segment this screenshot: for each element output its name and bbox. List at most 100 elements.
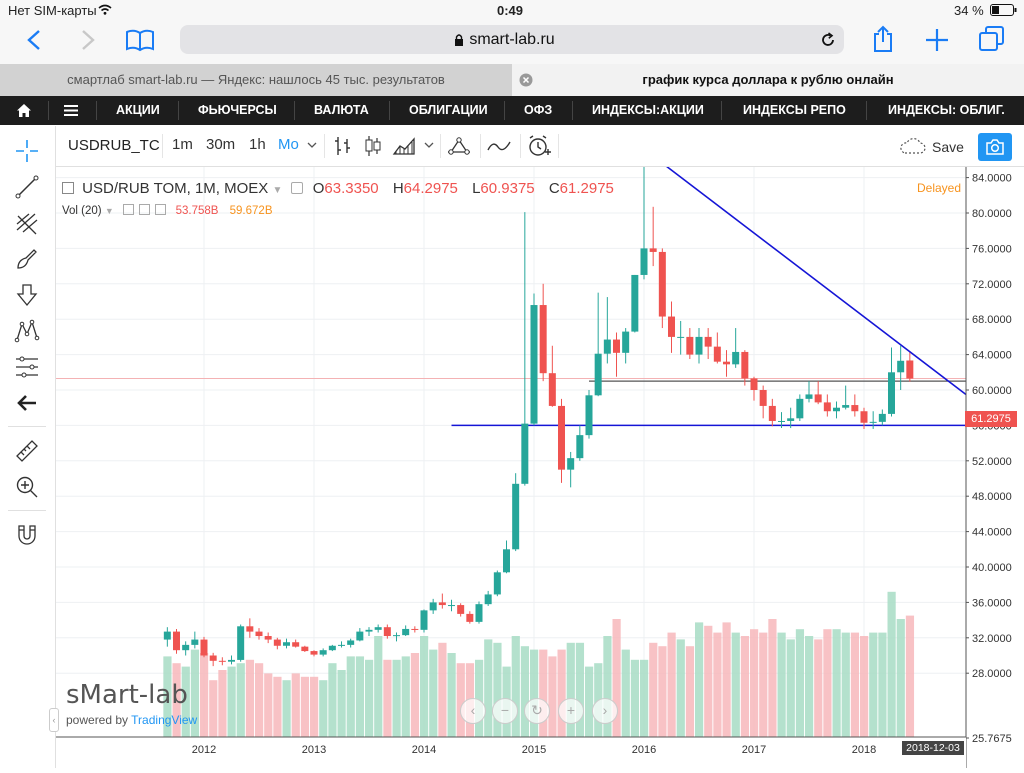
chevron-down-icon[interactable]	[307, 141, 317, 149]
price-tick-label: 36.0000	[972, 597, 1012, 609]
reload-icon[interactable]	[820, 32, 836, 48]
menu-item-bonds[interactable]: ОБЛИГАЦИИ	[409, 103, 488, 117]
chevron-down-icon[interactable]: ▼	[104, 206, 114, 216]
volume-bar	[823, 629, 832, 738]
save-button[interactable]: Save	[932, 139, 964, 155]
cursor-date-tag: 2018-12-03	[902, 741, 964, 755]
volume-bar	[585, 666, 594, 738]
candle	[429, 602, 437, 611]
interval-month[interactable]: Mo	[278, 136, 299, 153]
eye-icon[interactable]	[122, 204, 134, 215]
close-icon[interactable]	[155, 204, 167, 215]
settings-icon[interactable]	[139, 204, 151, 215]
menu-item-bond-indices[interactable]: ИНДЕКСЫ: ОБЛИГ.	[888, 103, 1005, 117]
trend-line-icon[interactable]	[14, 174, 40, 200]
time-axis-bg	[56, 737, 966, 768]
zoom-in-icon[interactable]	[14, 474, 40, 500]
fib-tool-icon[interactable]	[14, 210, 40, 236]
crosshair-icon[interactable]	[14, 138, 40, 164]
alert-icon[interactable]	[526, 133, 552, 159]
volume-bar	[575, 642, 585, 738]
brush-icon[interactable]	[14, 246, 40, 272]
interval-30m[interactable]: 30m	[206, 136, 236, 153]
volume-bar	[264, 673, 273, 738]
chevron-down-icon[interactable]	[424, 141, 434, 149]
close-tab-icon[interactable]	[519, 73, 533, 87]
zoom-out-button[interactable]: −	[492, 698, 518, 724]
tab-chart[interactable]: график курса доллара к рублю онлайн	[512, 64, 1024, 96]
compare-icon[interactable]	[446, 134, 472, 158]
bars-style-icon[interactable]	[332, 134, 354, 158]
menu-item-stock-indices[interactable]: ИНДЕКСЫ:АКЦИИ	[592, 103, 704, 117]
menu-item-ofz[interactable]: ОФЗ	[524, 103, 553, 117]
scroll-left-button[interactable]: ‹	[460, 698, 486, 724]
chevron-down-icon[interactable]: ▼	[272, 185, 283, 196]
scroll-right-button[interactable]: ›	[592, 698, 618, 724]
ruler-icon[interactable]	[14, 438, 40, 464]
menu-item-stocks[interactable]: АКЦИИ	[116, 103, 160, 117]
prediction-icon[interactable]	[14, 354, 40, 380]
candle	[649, 248, 657, 252]
address-bar[interactable]: smart-lab.ru	[180, 25, 844, 54]
menu-item-futures[interactable]: ФЬЮЧЕРСЫ	[198, 103, 277, 117]
volume-bar	[768, 619, 777, 738]
interval-1m[interactable]: 1m	[172, 136, 193, 153]
volume-bar	[346, 656, 355, 738]
snapshot-button[interactable]	[978, 133, 1012, 161]
zoom-in-button[interactable]: +	[558, 698, 584, 724]
reset-button[interactable]: ↻	[524, 698, 550, 724]
candle	[347, 640, 355, 645]
bookmarks-icon[interactable]	[125, 28, 155, 52]
menu-item-currency[interactable]: ВАЛЮТА	[314, 103, 369, 117]
volume-bar	[337, 670, 346, 738]
candle	[860, 411, 868, 423]
url-text: smart-lab.ru	[469, 31, 555, 48]
share-icon[interactable]	[872, 25, 894, 53]
lock-icon	[455, 34, 463, 46]
cloud-icon[interactable]	[898, 137, 926, 155]
candle	[613, 339, 620, 353]
volume-bar	[328, 663, 337, 738]
wifi-icon	[98, 4, 112, 15]
eye-icon[interactable]	[290, 182, 303, 194]
candle	[585, 395, 593, 436]
high-value: 64.2975	[403, 180, 458, 197]
watermark-powered[interactable]: powered by TradingView	[66, 713, 197, 727]
volume-bar	[750, 629, 759, 738]
symbol-input[interactable]: USDRUB_TC	[68, 137, 160, 154]
collapse-icon[interactable]	[62, 182, 74, 194]
candle	[420, 610, 428, 630]
tab-search[interactable]: смартлаб smart-lab.ru — Яндекс: нашлось …	[0, 64, 512, 96]
tradingview-link[interactable]: TradingView	[131, 713, 198, 727]
candles-style-icon[interactable]	[362, 134, 384, 158]
price-chart[interactable]: 88.000084.000080.000076.000072.000068.00…	[56, 137, 1024, 768]
volume-bar	[630, 659, 640, 738]
candle	[173, 631, 180, 651]
volume-value: 53.758B	[175, 205, 219, 217]
magnet-icon[interactable]	[14, 522, 40, 548]
back-icon[interactable]	[26, 29, 42, 51]
menu-item-repo-indices[interactable]: ИНДЕКСЫ РЕПО	[743, 103, 846, 117]
volume-bar	[869, 632, 878, 738]
candle	[823, 402, 831, 412]
price-tick-label: 40.0000	[972, 562, 1012, 574]
battery-percent: 34 %	[954, 3, 984, 18]
area-style-icon[interactable]	[392, 134, 416, 158]
chart-area[interactable]: 88.000084.000080.000076.000072.000068.00…	[56, 137, 1024, 768]
new-tab-icon[interactable]	[924, 27, 950, 53]
tabs-icon[interactable]	[978, 25, 1006, 53]
expand-toolbar-button[interactable]: ‹	[49, 708, 59, 732]
interval-1h[interactable]: 1h	[249, 136, 266, 153]
arrow-down-icon[interactable]	[14, 282, 40, 308]
volume-bar	[374, 636, 383, 738]
indicators-icon[interactable]	[486, 136, 512, 156]
menu-icon[interactable]	[64, 105, 78, 116]
candle	[768, 405, 776, 421]
volume-bar	[245, 659, 255, 738]
pattern-icon[interactable]	[14, 318, 40, 344]
volume-bar	[612, 619, 621, 738]
forward-icon[interactable]	[80, 29, 96, 51]
home-icon[interactable]	[16, 103, 32, 118]
back-arrow-icon[interactable]	[14, 390, 40, 416]
candle	[869, 421, 877, 423]
